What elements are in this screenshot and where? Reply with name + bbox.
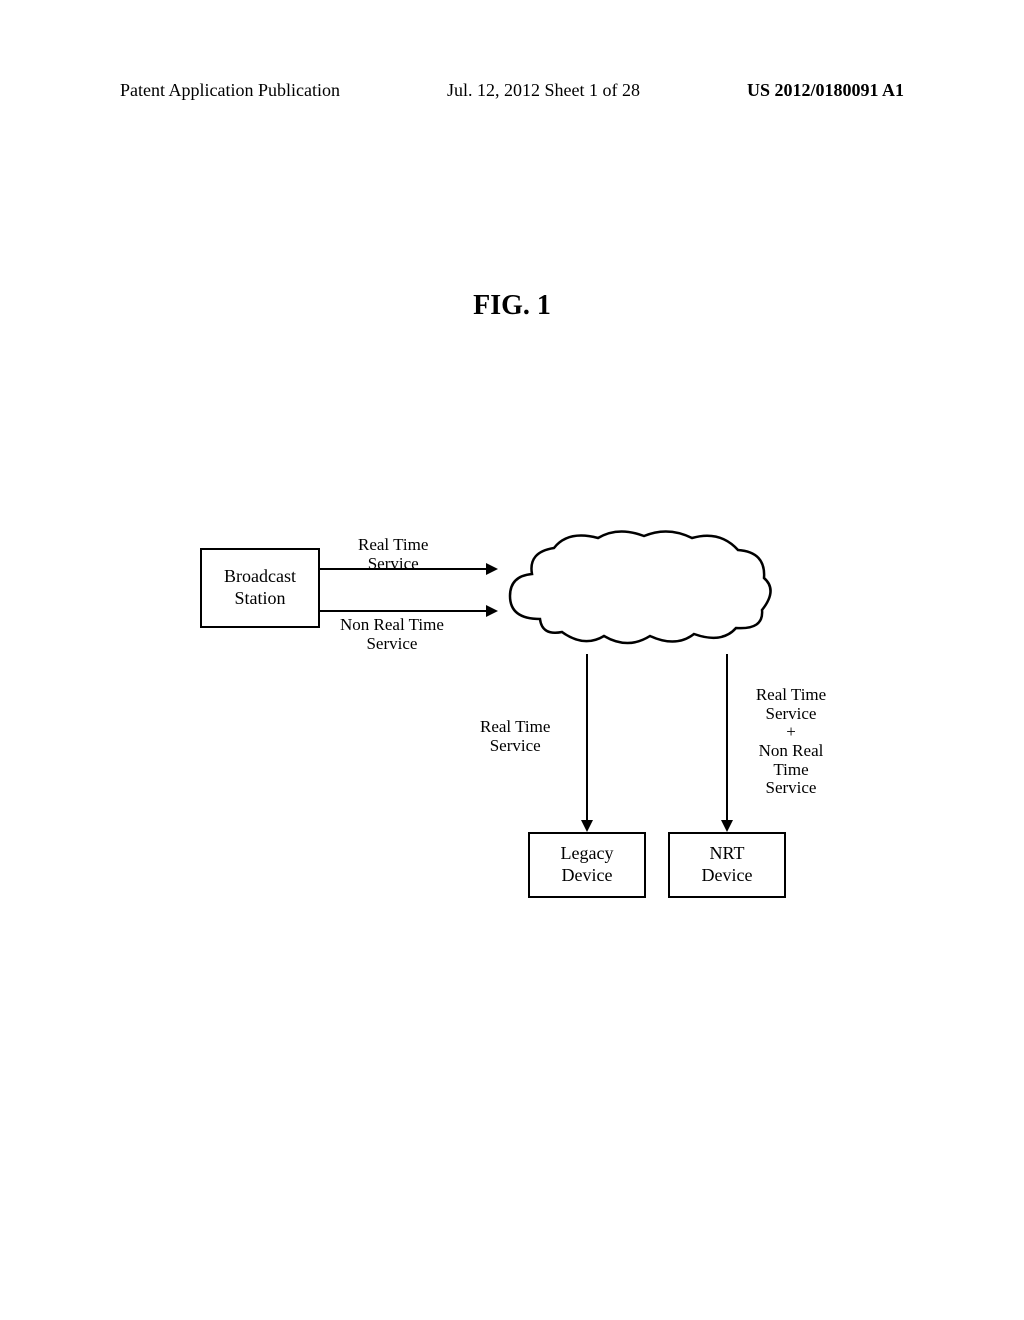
- header-center: Jul. 12, 2012 Sheet 1 of 28: [447, 80, 640, 101]
- figure-diagram: BroadcastStation Real TimeService Non Re…: [200, 500, 840, 950]
- header-left: Patent Application Publication: [120, 80, 340, 101]
- figure-title: FIG. 1: [0, 290, 1024, 322]
- arrow-to-nrt: [726, 654, 728, 830]
- label-nrt-arrow: Real TimeService+Non Real TimeService: [742, 686, 840, 798]
- legacy-device-label: LegacyDevice: [561, 843, 614, 886]
- arrow-non-real-time: [320, 610, 496, 612]
- page-header: Patent Application Publication Jul. 12, …: [0, 80, 1024, 101]
- label-legacy-arrow: Real TimeService: [480, 718, 550, 755]
- broadcast-station-box: BroadcastStation: [200, 548, 320, 628]
- arrow-to-legacy: [586, 654, 588, 830]
- nrt-device-box: NRTDevice: [668, 832, 786, 898]
- label-real-time: Real TimeService: [358, 536, 428, 573]
- broadcast-station-label: BroadcastStation: [224, 566, 296, 609]
- cloud-icon: [500, 524, 780, 654]
- nrt-device-label: NRTDevice: [702, 843, 753, 886]
- label-non-real-time: Non Real TimeService: [340, 616, 444, 653]
- legacy-device-box: LegacyDevice: [528, 832, 646, 898]
- header-right: US 2012/0180091 A1: [747, 80, 904, 101]
